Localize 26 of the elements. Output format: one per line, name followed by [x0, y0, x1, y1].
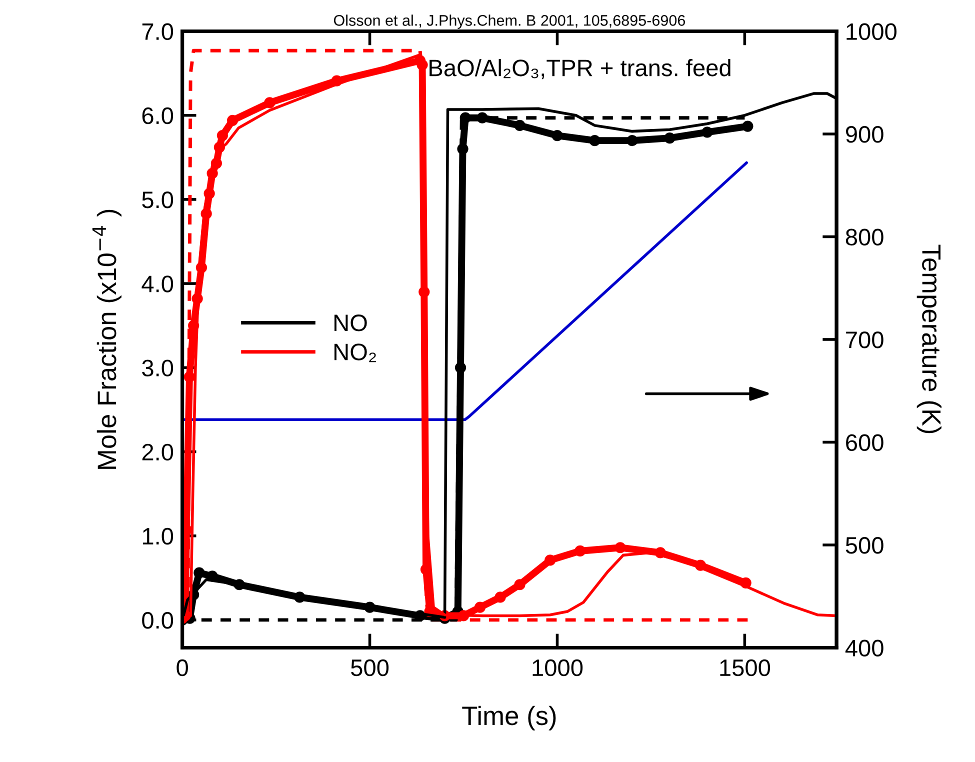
x-tick-label: 500	[351, 659, 389, 676]
y2-tick-label: 400	[845, 640, 884, 656]
chart-title: Olsson et al., J.Phys.Chem. B 2001, 105,6895-6906	[334, 14, 685, 29]
y2-tick-label: 800	[846, 228, 884, 246]
y2-tick-label: 500	[846, 537, 884, 554]
x-tick-label: 0	[176, 659, 188, 676]
y-tick-label: 3.0	[142, 360, 174, 376]
y-tick-label: 7.0	[142, 23, 174, 40]
legend-label: NO	[334, 314, 367, 332]
y-tick-label: 4.0	[142, 276, 174, 292]
annotation: BaO/Al₂O₃,TPR + trans. feed	[430, 58, 730, 80]
x-axis-title: Time (s)	[462, 706, 556, 730]
x-tick-label: 1500	[720, 659, 770, 676]
y-axis-title: Mole Fraction (x10$^{−4}$ )	[92, 210, 122, 469]
y-tick-label: 2.0	[142, 444, 174, 461]
x-tick-label: 1000	[532, 659, 583, 676]
y2-tick-label: 1000	[846, 23, 896, 40]
y2-tick-label: 900	[846, 126, 884, 143]
y-tick-label: 0.0	[142, 612, 174, 629]
y-tick-label: 5.0	[142, 192, 174, 208]
y-tick-label: 1.0	[142, 528, 174, 545]
y2-tick-label: 700	[846, 332, 884, 348]
y2-tick-label: 600	[846, 434, 884, 451]
y-tick-label: 6.0	[142, 107, 174, 124]
legend-label: NO₂	[334, 344, 376, 362]
y2-axis-title: Temperature (K)	[916, 244, 942, 434]
